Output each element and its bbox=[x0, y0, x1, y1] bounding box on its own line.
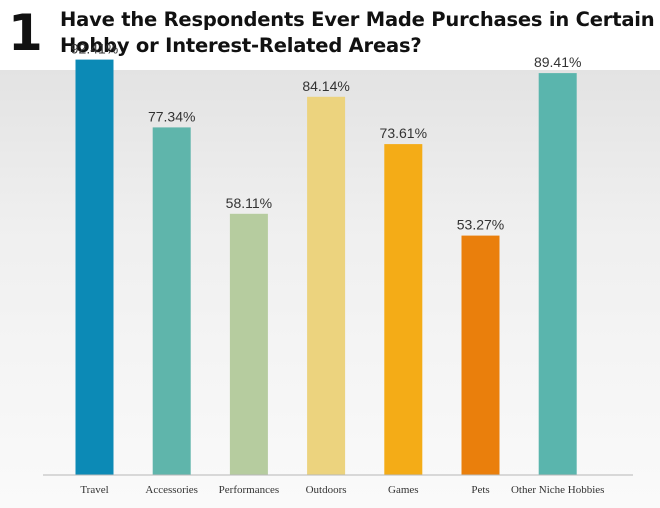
value-label-games: 73.61% bbox=[380, 125, 427, 141]
bars-group bbox=[75, 59, 577, 476]
bar-games bbox=[384, 144, 423, 475]
bar-outdoors bbox=[307, 96, 346, 476]
value-label-other-niche-hobbies: 89.41% bbox=[534, 54, 581, 70]
tick-label-performances: Performances bbox=[219, 484, 279, 496]
chart-title: Have the Respondents Ever Made Purchases… bbox=[60, 7, 655, 59]
tick-label-other-niche-hobbies: Other Niche Hobbies bbox=[511, 484, 604, 496]
value-label-outdoors: 84.14% bbox=[302, 78, 349, 94]
bar-pets bbox=[461, 235, 500, 475]
bar-accessories bbox=[152, 127, 191, 476]
tick-label-accessories: Accessories bbox=[145, 484, 198, 496]
value-labels-group: 92.41% 77.34% 58.11% 84.14% 73.61% 53.27% 89.4… bbox=[71, 41, 582, 233]
bar-performances bbox=[229, 213, 268, 476]
value-label-performances: 58.11% bbox=[226, 195, 272, 211]
value-label-pets: 53.27% bbox=[457, 217, 504, 233]
tick-label-outdoors: Outdoors bbox=[306, 484, 347, 496]
tick-label-travel: Travel bbox=[80, 484, 108, 496]
chart-title-line-2: Hobby or Interest-Related Areas? bbox=[60, 34, 422, 57]
value-label-accessories: 77.34% bbox=[148, 108, 195, 124]
tick-label-games: Games bbox=[388, 484, 419, 496]
bar-travel bbox=[75, 59, 114, 475]
section-number: 1 bbox=[8, 4, 43, 62]
value-label-travel: 92.41% bbox=[71, 41, 118, 57]
bar-other-niche-hobbies bbox=[538, 73, 577, 475]
tick-label-pets: Pets bbox=[471, 484, 489, 496]
tick-labels-group: Travel Accessories Performances Outdoors Gam… bbox=[80, 484, 604, 496]
chart-header: 1 Have the Respondents Ever Made Purchas… bbox=[0, 0, 660, 70]
chart-title-line-1: Have the Respondents Ever Made Purchases… bbox=[60, 8, 655, 31]
